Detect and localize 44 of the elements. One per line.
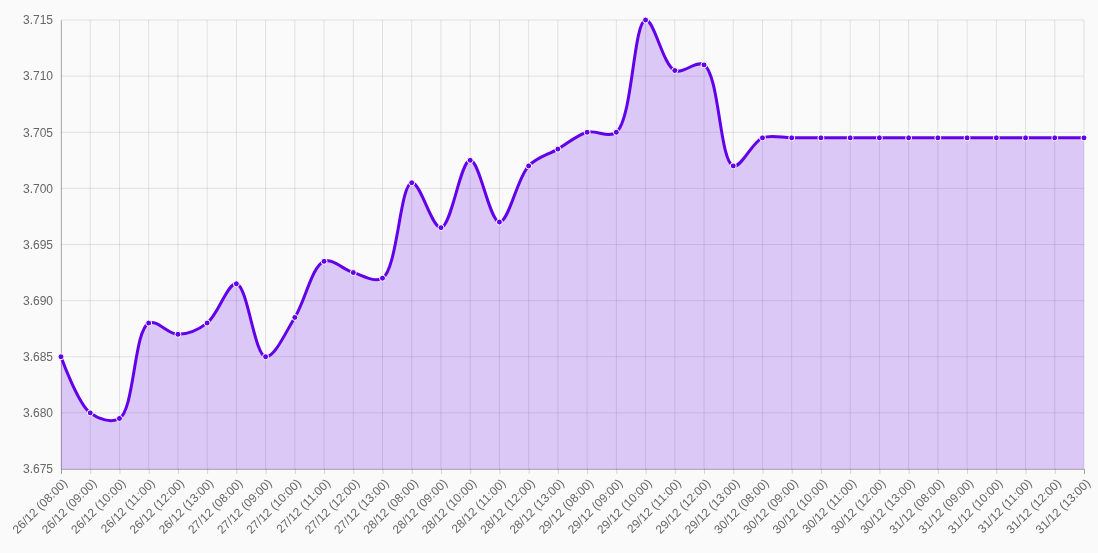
- y-tick-label: 3.680: [22, 406, 54, 421]
- y-tick-label: 3.695: [22, 237, 54, 252]
- point: [408, 179, 416, 187]
- point: [349, 269, 357, 277]
- point: [379, 274, 386, 282]
- point: [145, 319, 153, 327]
- point: [729, 162, 737, 170]
- y-tick-label: 3.715: [22, 13, 54, 28]
- point: [788, 134, 796, 142]
- y-tick-label: 3.700: [22, 181, 54, 196]
- point: [963, 134, 971, 142]
- point: [1051, 134, 1059, 142]
- point: [174, 330, 182, 338]
- point: [525, 162, 533, 170]
- point: [700, 61, 708, 69]
- y-tick-label: 3.710: [22, 69, 54, 84]
- point: [934, 134, 942, 142]
- point: [846, 134, 854, 142]
- point: [437, 224, 445, 232]
- point: [115, 415, 123, 422]
- point: [1080, 134, 1088, 142]
- point: [291, 313, 299, 321]
- point: [759, 134, 766, 142]
- point: [671, 67, 679, 74]
- point: [554, 145, 562, 153]
- point: [992, 134, 1000, 142]
- point: [232, 280, 240, 288]
- y-tick-label: 3.675: [22, 462, 54, 477]
- point: [905, 134, 913, 142]
- point: [86, 409, 94, 417]
- point: [203, 319, 211, 327]
- point: [817, 134, 825, 142]
- point: [875, 134, 883, 142]
- point: [495, 218, 503, 226]
- point: [1022, 134, 1030, 142]
- point: [320, 257, 328, 265]
- point: [642, 16, 650, 24]
- y-tick-label: 3.690: [22, 293, 54, 308]
- point: [612, 128, 620, 136]
- point: [262, 353, 270, 361]
- y-tick-label: 3.705: [22, 125, 54, 140]
- point: [466, 156, 474, 164]
- y-tick-label: 3.685: [22, 350, 54, 365]
- point: [583, 128, 591, 136]
